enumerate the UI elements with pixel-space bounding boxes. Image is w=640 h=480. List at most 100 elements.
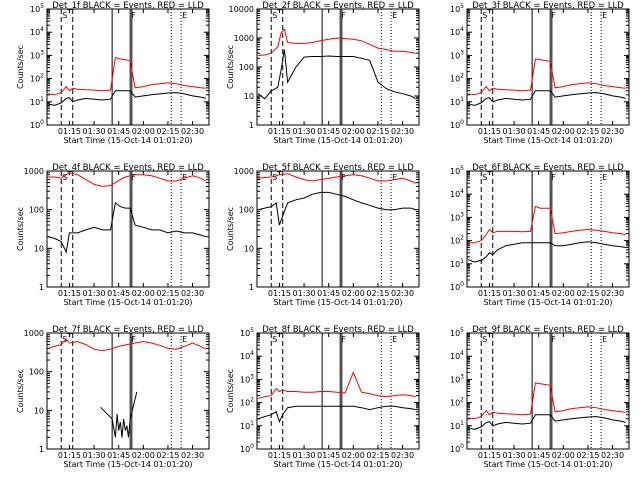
y-tick-label: 100 bbox=[450, 443, 464, 454]
x-tick-label: 02:00 bbox=[552, 127, 575, 136]
x-tick-label: 01:15 bbox=[268, 127, 291, 136]
y-tick-label: 103 bbox=[450, 211, 464, 222]
y-tick-exponent: 5 bbox=[250, 327, 254, 334]
y-tick-label: 1 bbox=[249, 121, 254, 130]
x-tick-label: 01:30 bbox=[83, 127, 106, 136]
y-tick-label: 100 bbox=[30, 119, 44, 130]
marker-label: S bbox=[482, 173, 487, 182]
x-tick-label: 02:15 bbox=[156, 289, 179, 298]
x-tick-label: 01:30 bbox=[503, 127, 526, 136]
y-tick-label: 104 bbox=[450, 26, 464, 37]
marker-label: E bbox=[182, 11, 187, 20]
series-lld-line bbox=[258, 28, 416, 56]
y-tick-exponent: 0 bbox=[460, 119, 464, 126]
y-tick-label: 10 bbox=[244, 244, 254, 253]
series-events-line bbox=[257, 405, 416, 424]
x-axis-label: Start Time (15-Oct-14 01:01:20) bbox=[63, 298, 192, 307]
y-tick-label: 100 bbox=[240, 443, 254, 454]
x-tick-label: 02:00 bbox=[342, 127, 365, 136]
chart-title: Det_4f BLACK = Events, RED = LLD bbox=[52, 163, 204, 173]
y-tick-exponent: 3 bbox=[460, 49, 464, 56]
y-tick-label: 102 bbox=[450, 397, 464, 408]
x-axis-label: Start Time (15-Oct-14 01:01:20) bbox=[483, 460, 612, 469]
marker-label: E bbox=[392, 173, 397, 182]
y-tick-label: 105 bbox=[450, 327, 464, 338]
marker-label: E bbox=[182, 173, 187, 182]
x-axis-label: Start Time (15-Oct-14 01:01:20) bbox=[273, 298, 402, 307]
y-tick-label: 10 bbox=[34, 244, 44, 253]
marker-label: E bbox=[392, 11, 397, 20]
y-tick-label: 102 bbox=[240, 397, 254, 408]
series-events-line bbox=[257, 49, 416, 100]
marker-label: F bbox=[131, 173, 136, 182]
series-lld-line bbox=[468, 205, 626, 244]
y-tick-label: 102 bbox=[450, 73, 464, 84]
y-tick-exponent: 2 bbox=[250, 397, 254, 404]
x-tick-label: 02:30 bbox=[181, 127, 204, 136]
x-tick-label: 02:30 bbox=[391, 451, 414, 460]
marker-label: S bbox=[272, 173, 277, 182]
x-tick-label: 02:30 bbox=[601, 451, 624, 460]
marker-label: F bbox=[341, 335, 346, 344]
marker-label: F bbox=[341, 11, 346, 20]
series-lld-line bbox=[468, 382, 626, 420]
x-tick-label: 02:15 bbox=[366, 451, 389, 460]
y-tick-label: 105 bbox=[450, 165, 464, 176]
marker-label: F bbox=[131, 335, 136, 344]
y-tick-exponent: 4 bbox=[460, 26, 464, 33]
y-tick-label: 104 bbox=[450, 350, 464, 361]
y-tick-exponent: 2 bbox=[460, 397, 464, 404]
y-tick-label: 105 bbox=[30, 3, 44, 14]
series-events-line bbox=[467, 414, 626, 430]
y-tick-label: 104 bbox=[30, 26, 44, 37]
y-tick-exponent: 3 bbox=[460, 373, 464, 380]
y-tick-label: 1 bbox=[39, 445, 44, 454]
x-tick-label: 01:45 bbox=[317, 127, 340, 136]
y-tick-label: 1000 bbox=[234, 167, 254, 176]
x-tick-label: 02:00 bbox=[132, 289, 155, 298]
x-tick-label: 01:15 bbox=[268, 451, 291, 460]
y-tick-label: 101 bbox=[30, 96, 44, 107]
y-tick-exponent: 4 bbox=[460, 350, 464, 357]
y-tick-label: 1 bbox=[39, 283, 44, 292]
marker-label: F bbox=[131, 11, 136, 20]
chart-title: Det_6f BLACK = Events, RED = LLD bbox=[472, 163, 624, 173]
y-tick-exponent: 4 bbox=[460, 188, 464, 195]
x-tick-label: 01:45 bbox=[317, 289, 340, 298]
x-tick-label: 02:15 bbox=[576, 127, 599, 136]
y-tick-exponent: 1 bbox=[40, 96, 44, 103]
x-tick-label: 02:15 bbox=[156, 127, 179, 136]
y-tick-label: 102 bbox=[450, 235, 464, 246]
y-axis-label: Counts/sec bbox=[226, 369, 235, 413]
y-tick-label: 1000 bbox=[24, 167, 44, 176]
x-tick-label: 01:15 bbox=[478, 451, 501, 460]
chart-title: Det_7f BLACK = Events, RED = LLD bbox=[52, 325, 204, 335]
x-axis-label: Start Time (15-Oct-14 01:01:20) bbox=[483, 136, 612, 145]
x-tick-label: 02:15 bbox=[366, 289, 389, 298]
y-tick-label: 100 bbox=[239, 63, 254, 72]
y-tick-exponent: 3 bbox=[40, 49, 44, 56]
x-tick-label: 01:15 bbox=[478, 127, 501, 136]
y-tick-label: 100 bbox=[29, 206, 44, 215]
series-lld-line bbox=[468, 58, 626, 96]
plot-frame bbox=[46, 170, 210, 288]
x-tick-label: 01:45 bbox=[527, 451, 550, 460]
y-tick-exponent: 1 bbox=[460, 96, 464, 103]
series-events-line bbox=[467, 90, 626, 106]
x-tick-label: 01:30 bbox=[83, 451, 106, 460]
x-axis-label: Start Time (15-Oct-14 01:01:20) bbox=[483, 298, 612, 307]
y-tick-label: 101 bbox=[450, 96, 464, 107]
y-tick-label: 10 bbox=[244, 92, 254, 101]
series-events-line bbox=[467, 241, 626, 263]
marker-label: E bbox=[602, 11, 607, 20]
y-tick-exponent: 1 bbox=[460, 258, 464, 265]
y-tick-label: 103 bbox=[30, 49, 44, 60]
marker-label: E bbox=[392, 335, 397, 344]
x-tick-label: 02:30 bbox=[181, 451, 204, 460]
y-tick-label: 103 bbox=[240, 373, 254, 384]
